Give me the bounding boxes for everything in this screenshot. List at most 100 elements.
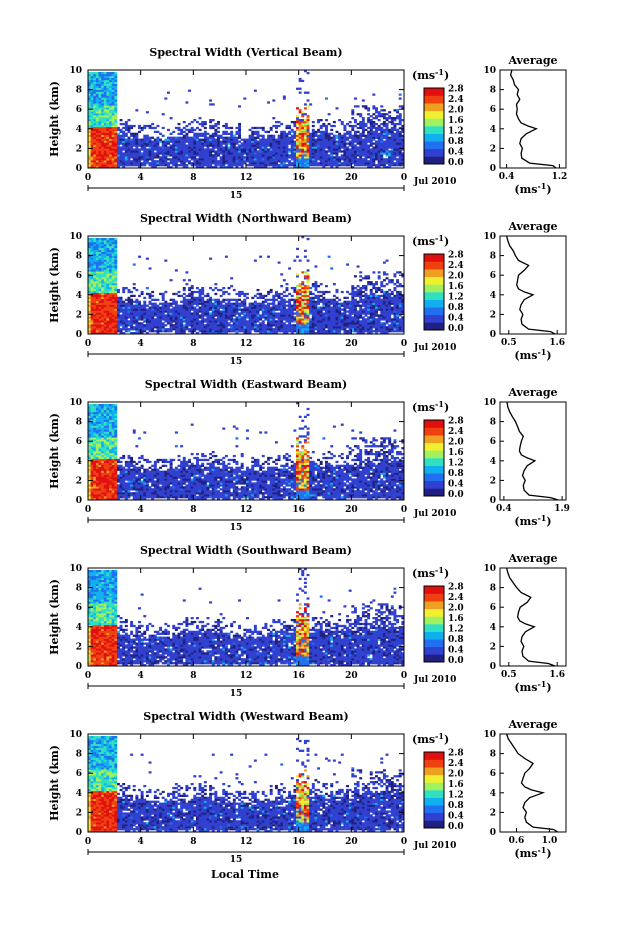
heatmap-cell (114, 314, 118, 317)
heatmap-cell (256, 152, 260, 155)
heatmap-cell (159, 160, 163, 163)
heatmap-cell (303, 124, 307, 128)
heatmap-cell (267, 136, 270, 139)
heatmap-cell (369, 136, 373, 139)
heatmap-cell (188, 308, 191, 311)
heatmap-cell (198, 164, 202, 167)
heatmap-cell (111, 93, 115, 96)
heatmap-cell (301, 111, 305, 114)
heatmap-cell (325, 154, 328, 157)
heatmap-cell (193, 148, 197, 151)
heatmap-cell (106, 292, 110, 296)
heatmap-cell (111, 318, 115, 321)
heatmap-cell (332, 308, 336, 311)
heatmap-cell (122, 286, 126, 290)
heatmap-cell (380, 148, 384, 151)
heatmap-cell (393, 164, 397, 167)
heatmap-cell (243, 294, 247, 298)
heatmap-cell (303, 298, 307, 301)
heatmap-cell (93, 296, 97, 300)
heatmap-cell (267, 304, 270, 307)
heatmap-cell (285, 150, 289, 153)
heatmap-cell (248, 330, 252, 333)
heatmap-cell (398, 142, 402, 145)
heatmap-cell (114, 160, 118, 163)
heatmap-cell (322, 150, 326, 153)
heatmap-cell (111, 326, 115, 329)
heatmap-cell (88, 154, 91, 157)
heatmap-cell (290, 150, 294, 153)
heatmap-cell (127, 308, 131, 311)
heatmap-cell (272, 310, 276, 313)
heatmap-cell (309, 312, 313, 315)
heatmap-cell (167, 316, 170, 319)
heatmap-cell (95, 288, 99, 292)
heatmap-cell (90, 308, 94, 311)
heatmap-cell (224, 328, 228, 331)
heatmap-cell (272, 150, 276, 153)
heatmap-cell (224, 320, 228, 323)
heatmap-cell (98, 249, 102, 252)
heatmap-cell (93, 326, 97, 329)
heatmap-cell (277, 306, 281, 309)
heatmap-cell (351, 300, 355, 303)
heatmap-cell (119, 324, 123, 327)
heatmap-cell (246, 320, 249, 323)
heatmap-cell (148, 144, 152, 147)
heatmap-cell (111, 322, 115, 325)
heatmap-cell (90, 302, 94, 305)
heatmap-cell (190, 136, 194, 139)
heatmap-cell (101, 124, 105, 128)
heatmap-cell (188, 310, 191, 313)
heatmap-cell (398, 148, 402, 151)
heatmap-cell (124, 298, 128, 301)
heatmap-cell (90, 243, 94, 247)
heatmap-cell (114, 124, 118, 128)
heatmap-cell (174, 144, 178, 147)
heatmap-cell (296, 306, 299, 309)
heatmap-cell (101, 292, 105, 296)
heatmap-cell (167, 310, 170, 313)
heatmap-cell (382, 124, 386, 128)
heatmap-cell (88, 243, 91, 247)
heatmap-cell (153, 140, 157, 143)
heatmap-cell (103, 134, 107, 137)
heatmap-cell (93, 290, 97, 294)
heatmap-cell (398, 122, 402, 126)
heatmap-cell (301, 115, 305, 118)
heatmap-cell (230, 166, 234, 169)
heatmap-cell (248, 302, 252, 305)
y-tick-label: 10 (69, 66, 82, 76)
heatmap-cell (214, 306, 218, 309)
heatmap-cell (195, 152, 199, 155)
heatmap-cell (111, 117, 115, 120)
heatmap-cell (296, 304, 299, 307)
heatmap-cell (285, 136, 289, 139)
heatmap-cell (116, 288, 120, 292)
heatmap-cell (114, 271, 118, 274)
heatmap-cell (98, 316, 102, 319)
heatmap-cell (127, 144, 131, 147)
heatmap-cell (303, 146, 307, 149)
heatmap-cell (135, 300, 139, 303)
heatmap-cell (311, 326, 315, 329)
heatmap-cell (219, 302, 223, 305)
heatmap-cell (114, 310, 118, 313)
heatmap-cell (285, 283, 289, 286)
heatmap-cell (124, 138, 128, 141)
heatmap-cell (293, 298, 297, 301)
heatmap-cell (101, 75, 105, 79)
heatmap-cell (167, 164, 170, 167)
heatmap-cell (116, 134, 120, 137)
heatmap-cell (393, 122, 397, 126)
heatmap-cell (209, 126, 213, 130)
heatmap-cell (343, 162, 347, 165)
heatmap-cell (174, 138, 178, 141)
heatmap-cell (314, 132, 318, 135)
heatmap-cell (343, 126, 347, 130)
heatmap-cell (116, 318, 120, 321)
heatmap-cell (103, 138, 107, 141)
heatmap-cell (277, 160, 281, 163)
heatmap-cell (95, 269, 99, 272)
heatmap-cell (369, 150, 373, 153)
